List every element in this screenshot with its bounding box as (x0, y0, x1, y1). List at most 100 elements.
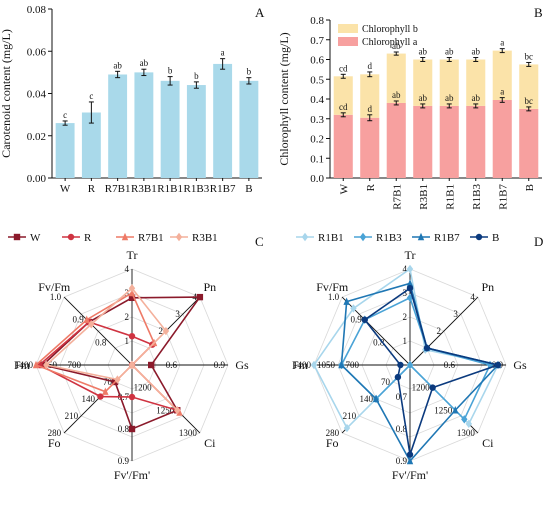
significance-label: ab (419, 47, 428, 57)
radar-tick-label: 3 (403, 288, 408, 298)
y-tick-label: 0.0 (310, 173, 324, 185)
significance-label: d (368, 104, 373, 114)
bar-chlorophyll-b (492, 50, 512, 100)
bar (134, 72, 154, 178)
series-marker (461, 415, 468, 424)
legend-label: R3B1 (192, 232, 218, 244)
radar-tick-label: 2 (403, 312, 408, 322)
bar (81, 112, 101, 178)
significance-label: cd (339, 102, 348, 112)
legend-marker (475, 233, 483, 241)
radar-axis-label: Fv/Fm (38, 280, 71, 294)
significance-label: ab (472, 93, 481, 103)
x-tick-label: R1B3 (471, 184, 483, 210)
series-marker (128, 333, 136, 340)
radar-tick-label: 0.8 (373, 337, 385, 347)
series-marker (39, 361, 47, 369)
significance-label: a (500, 38, 504, 48)
significance-label: ab (392, 90, 401, 100)
legend-marker (67, 233, 75, 241)
radar-axis-label: Ci (482, 436, 494, 450)
bar-chlorophyll-b (413, 59, 433, 106)
legend-swatch (338, 24, 358, 33)
series-marker (423, 344, 431, 352)
radar-tick-label: 1 (403, 336, 408, 346)
x-tick-label: R3B1 (131, 183, 157, 195)
radar-axis-label: Fo (48, 436, 61, 450)
x-tick-label: R1B7 (210, 183, 236, 195)
x-tick-label: R7B1 (391, 184, 403, 210)
radar-tick-label: 1 (125, 336, 130, 346)
x-tick-label: R1B7 (497, 184, 509, 210)
radar-spoke (409, 296, 479, 366)
radar-tick-label: 4 (470, 292, 475, 302)
x-tick-label: R1B3 (184, 183, 210, 195)
radar-tick-label: 1300 (179, 428, 198, 438)
series-marker (343, 297, 350, 305)
bar (213, 63, 233, 178)
series-marker (394, 373, 402, 381)
series-marker (406, 279, 414, 287)
radar-axis-label: Ci (204, 436, 216, 450)
bar (108, 74, 128, 178)
series-marker (343, 423, 351, 433)
legend-label: Chlorophyll a (362, 37, 418, 48)
y-axis-label: Chlorophyll content (mg/L) (277, 32, 291, 165)
panel-label-b: B (534, 5, 543, 20)
series-marker (406, 451, 414, 458)
panel-label-c: C (255, 234, 264, 249)
series-marker (465, 419, 473, 429)
radar-tick-label: 1.0 (50, 292, 62, 302)
bar-chlorophyll-b (439, 59, 459, 106)
series-marker (429, 384, 436, 391)
legend-marker (13, 233, 21, 241)
radar-axis-label: Fm (292, 358, 309, 372)
legend-label: B (492, 232, 499, 244)
legend-marker (417, 232, 425, 241)
x-tick-label: R3B1 (418, 184, 430, 210)
significance-label: d (368, 61, 373, 71)
bar (160, 80, 180, 178)
radar-tick-label: 4 (403, 264, 408, 274)
y-tick-label: 0.3 (310, 114, 324, 126)
series-marker (372, 394, 380, 403)
radar-axis-label: Fo (326, 436, 339, 450)
radar-tick-label: 1250 (156, 405, 175, 415)
series-marker (114, 375, 121, 384)
legend-label: W (30, 232, 41, 244)
radar-axis-label: Tr (127, 248, 138, 262)
bar-chlorophyll-b (519, 64, 539, 109)
significance-label: a (221, 48, 225, 58)
series-marker (406, 285, 414, 292)
significance-label: bc (525, 96, 534, 106)
series-marker (88, 320, 95, 329)
radar-tick-label: 0.6 (444, 360, 456, 370)
radar-tick-label: 1250 (434, 405, 453, 415)
radar-tick-label: 2 (125, 312, 130, 322)
y-tick-label: 0.2 (310, 134, 324, 146)
bar (239, 80, 259, 178)
radar-tick-label: 1400 (15, 360, 34, 370)
series-marker (83, 315, 90, 323)
legend-label: R1B7 (434, 232, 460, 244)
series-marker (176, 408, 183, 416)
significance-label: c (63, 110, 67, 120)
y-tick-label: 0.6 (310, 55, 324, 67)
radar-tick-label: 3 (453, 309, 458, 319)
x-tick-label: B (524, 184, 536, 191)
series-marker (128, 288, 136, 297)
significance-label: ab (472, 47, 481, 57)
radar-tick-label: 700 (346, 360, 360, 370)
series-marker (174, 406, 181, 415)
x-tick-label: B (245, 183, 252, 195)
y-tick-label: 0.04 (27, 89, 47, 101)
radar-tick-label: 1300 (457, 428, 476, 438)
radar-tick-label: 1200 (134, 383, 153, 393)
legend-label: R7B1 (138, 232, 164, 244)
radar-tick-label: 3 (175, 309, 180, 319)
significance-label: a (500, 87, 504, 97)
x-tick-label: R1B1 (444, 184, 456, 210)
series-marker (406, 264, 414, 274)
series-marker (32, 360, 40, 369)
